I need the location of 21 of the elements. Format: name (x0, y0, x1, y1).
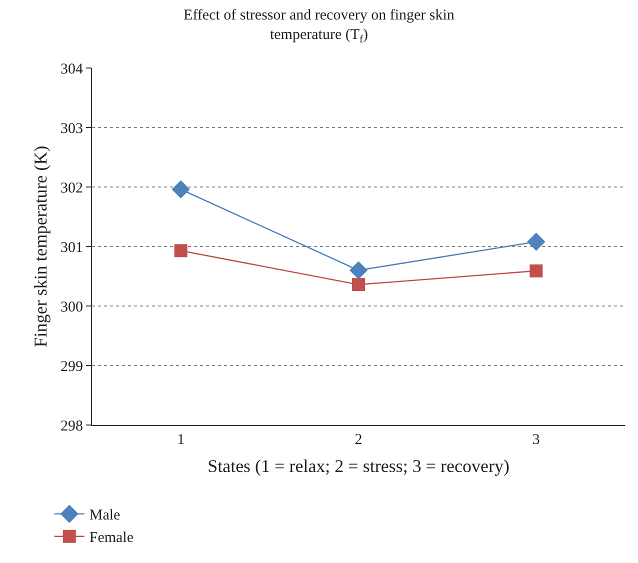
x-tick-label: 1 (177, 432, 185, 448)
y-axis-title: Finger skin temperature (K) (30, 146, 51, 348)
y-tick-label: 300 (60, 299, 83, 316)
y-tick-label: 302 (60, 180, 83, 196)
y-tick-label: 301 (60, 240, 83, 256)
point (349, 261, 368, 280)
legend-label: Female (89, 530, 134, 546)
x-tick-label: 3 (532, 432, 540, 448)
y-tick-label: 303 (60, 120, 83, 137)
y-tick-label: 304 (60, 61, 84, 78)
point (352, 278, 365, 292)
point (530, 264, 543, 278)
y-tick-label: 298 (60, 418, 83, 434)
chart-title: Effect of stressor and recovery on finger skin temperature (T$_{f}$) (184, 8, 455, 46)
point (174, 244, 188, 258)
point (172, 180, 190, 198)
y-tick-label: 299 (60, 358, 83, 375)
x-tick-label: 2 (354, 432, 362, 448)
x-axis-title: States (1 = relax; 2 = stress; 3 = recovery) (208, 456, 510, 476)
legend-label: Male (89, 508, 121, 524)
point (527, 232, 546, 251)
